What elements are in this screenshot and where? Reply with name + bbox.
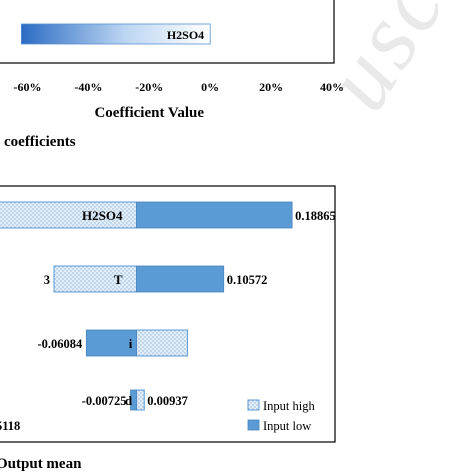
plot-frame <box>0 0 335 64</box>
category-label-i: i <box>129 336 133 351</box>
value-label-t-right: 0.10572 <box>227 273 268 287</box>
legend-swatch-input-high <box>247 399 260 411</box>
legend-label-input-high: Input high <box>263 399 315 413</box>
category-label-d: d <box>125 393 133 408</box>
x-tick-label: 40% <box>320 80 344 94</box>
x-axis-title: Coefficient Value <box>94 105 204 121</box>
bar-input-high-t <box>53 265 137 293</box>
bar-input-low-t <box>136 265 225 293</box>
bar-input-low-i <box>85 329 137 357</box>
bar-input-low-d <box>130 389 137 411</box>
x-tick-label: -40% <box>74 80 102 94</box>
bar-input-low-h2so4 <box>136 201 293 229</box>
value-label-t-left: 3 <box>44 273 50 287</box>
value-label-d-right: 0.00937 <box>147 394 188 408</box>
x-tick-label: -60% <box>13 80 41 94</box>
plot-frame <box>0 185 336 443</box>
bar-input-high-d <box>136 389 145 411</box>
value-label-h2so4-right: 0.18865 <box>295 209 336 223</box>
value-label-i-left: -0.06084 <box>38 337 84 351</box>
x-tick-label: 0% <box>201 80 219 94</box>
value-label-d-left: -0.00725 <box>82 394 127 408</box>
legend-swatch-input-low <box>247 419 260 431</box>
caption: coefficients <box>4 134 76 150</box>
category-label-t: T <box>114 272 123 287</box>
bar-input-high-i <box>136 329 188 357</box>
x-axis-title: Output mean <box>0 456 82 472</box>
x-tick-label: 20% <box>259 80 283 94</box>
x-tick-label: -20% <box>135 80 163 94</box>
bar-label-h2so4: H2SO4 <box>167 28 204 42</box>
category-label-h2so4: H2SO4 <box>82 208 123 223</box>
bar-input-high-h2so4 <box>0 201 137 229</box>
bar-h2so4 <box>20 23 211 45</box>
legend-label-input-low: Input low <box>263 419 311 433</box>
